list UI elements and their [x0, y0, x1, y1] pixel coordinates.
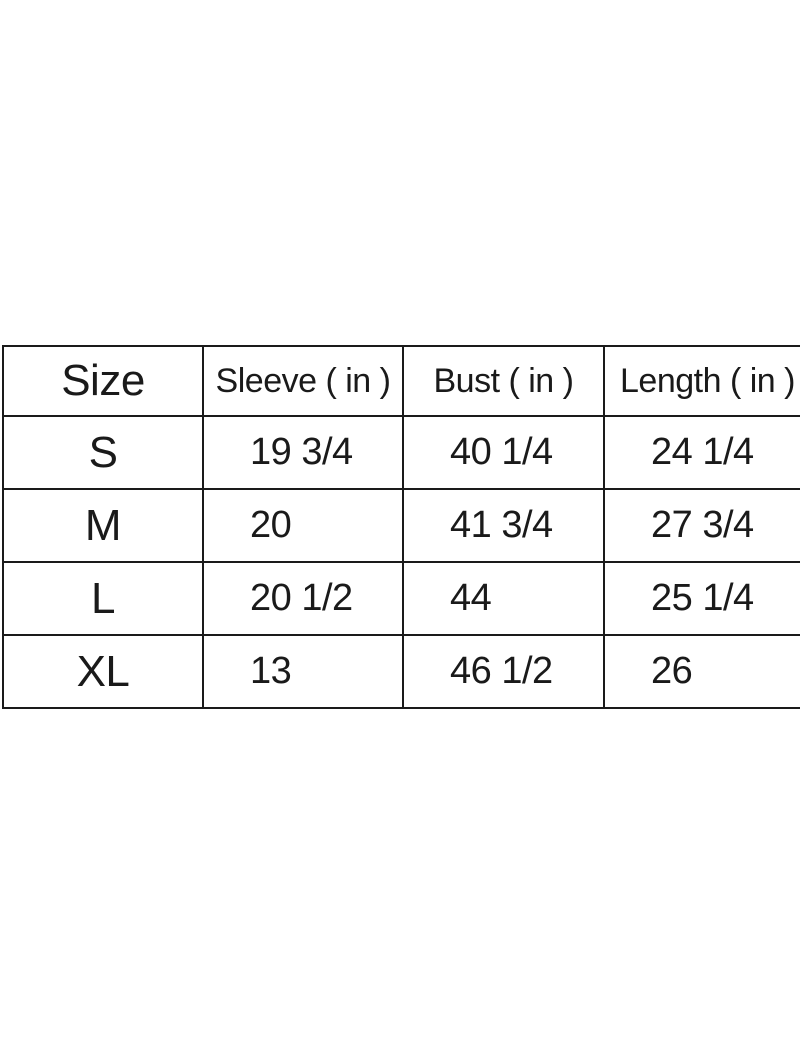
- table-row-m: M 20 41 3/4 27 3/4: [2, 488, 800, 563]
- table-row-xl: XL 13 46 1/2 26: [2, 634, 800, 709]
- cell-sleeve: 19 3/4: [202, 415, 404, 490]
- table-row-s: S 19 3/4 40 1/4 24 1/4: [2, 415, 800, 490]
- cell-length: 24 1/4: [603, 415, 800, 490]
- cell-length: 27 3/4: [603, 488, 800, 563]
- size-chart-table: Size Sleeve ( in ) Bust ( in ) Length ( …: [2, 345, 800, 709]
- table-row-l: L 20 1/2 44 25 1/4: [2, 561, 800, 636]
- cell-bust: 41 3/4: [402, 488, 605, 563]
- cell-sleeve: 13: [202, 634, 404, 709]
- header-sleeve: Sleeve ( in ): [202, 345, 404, 417]
- header-size: Size: [2, 345, 204, 417]
- cell-sleeve: 20 1/2: [202, 561, 404, 636]
- header-bust: Bust ( in ): [402, 345, 605, 417]
- cell-size: L: [2, 561, 204, 636]
- cell-size: XL: [2, 634, 204, 709]
- cell-length: 26: [603, 634, 800, 709]
- cell-size: S: [2, 415, 204, 490]
- cell-bust: 44: [402, 561, 605, 636]
- cell-sleeve: 20: [202, 488, 404, 563]
- cell-size: M: [2, 488, 204, 563]
- cell-bust: 46 1/2: [402, 634, 605, 709]
- header-row: Size Sleeve ( in ) Bust ( in ) Length ( …: [2, 345, 800, 417]
- header-length: Length ( in ): [603, 345, 800, 417]
- cell-bust: 40 1/4: [402, 415, 605, 490]
- cell-length: 25 1/4: [603, 561, 800, 636]
